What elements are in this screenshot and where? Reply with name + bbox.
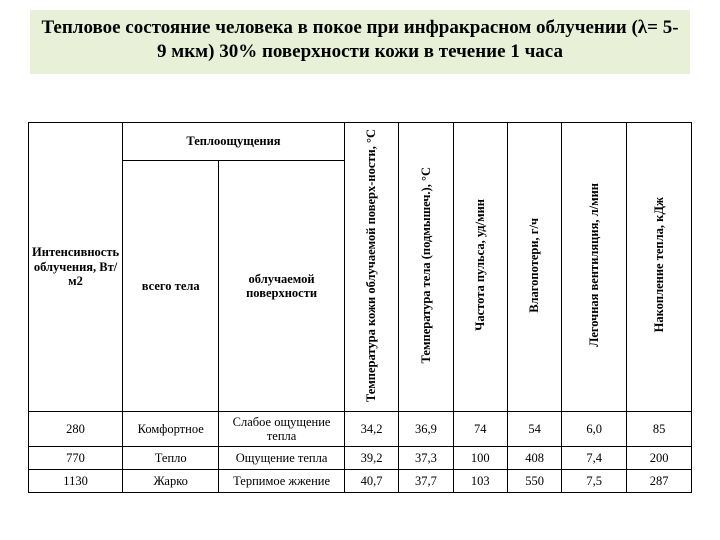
cell-skin-t: 40,7: [344, 470, 398, 493]
col-surface-sensation: облучаемой поверхности: [219, 161, 345, 412]
col-moisture: Влагопотери, г/ч: [507, 122, 561, 412]
data-table: Интенсивность облучения, Вт/м2 Теплоощущ…: [28, 122, 692, 494]
cell-moisture: 550: [507, 470, 561, 493]
cell-surface: Терпимое жжение: [219, 470, 345, 493]
col-heat: Накопление тепла, кДж: [627, 122, 692, 412]
col-pulse: Частота пульса, уд/мин: [453, 122, 507, 412]
page: Тепловое состояние человека в покое при …: [0, 0, 720, 540]
cell-body: Комфортное: [123, 412, 219, 447]
cell-body-t: 36,9: [399, 412, 453, 447]
cell-moisture: 54: [507, 412, 561, 447]
cell-heat: 85: [627, 412, 692, 447]
cell-pulse: 74: [453, 412, 507, 447]
cell-intensity: 1130: [29, 470, 123, 493]
table-header-row-group: Интенсивность облучения, Вт/м2 Теплоощущ…: [29, 122, 692, 161]
cell-heat: 287: [627, 470, 692, 493]
page-title: Тепловое состояние человека в покое при …: [40, 16, 680, 64]
cell-body: Тепло: [123, 447, 219, 470]
col-body-temp: Температура тела (подмышеч.), °С: [399, 122, 453, 412]
cell-body-t: 37,3: [399, 447, 453, 470]
table-row: 770 Тепло Ощущение тепла 39,2 37,3 100 4…: [29, 447, 692, 470]
cell-vent: 7,4: [562, 447, 627, 470]
cell-body-t: 37,7: [399, 470, 453, 493]
cell-pulse: 103: [453, 470, 507, 493]
cell-skin-t: 34,2: [344, 412, 398, 447]
cell-vent: 7,5: [562, 470, 627, 493]
cell-intensity: 280: [29, 412, 123, 447]
cell-surface: Слабое ощущение тепла: [219, 412, 345, 447]
table-row: 280 Комфортное Слабое ощущение тепла 34,…: [29, 412, 692, 447]
table-container: Интенсивность облучения, Вт/м2 Теплоощущ…: [28, 122, 692, 494]
col-body-sensation: всего тела: [123, 161, 219, 412]
col-skin-temp: Температура кожи облучаемой поверх-ности…: [344, 122, 398, 412]
cell-vent: 6,0: [562, 412, 627, 447]
cell-intensity: 770: [29, 447, 123, 470]
cell-pulse: 100: [453, 447, 507, 470]
col-ventilation: Легочная вентиляция, л/мин: [562, 122, 627, 412]
table-row: 1130 Жарко Терпимое жжение 40,7 37,7 103…: [29, 470, 692, 493]
cell-skin-t: 39,2: [344, 447, 398, 470]
title-box: Тепловое состояние человека в покое при …: [30, 10, 690, 74]
cell-surface: Ощущение тепла: [219, 447, 345, 470]
col-sensation-group: Теплоощущения: [123, 122, 345, 161]
cell-heat: 200: [627, 447, 692, 470]
cell-body: Жарко: [123, 470, 219, 493]
col-intensity: Интенсивность облучения, Вт/м2: [29, 122, 123, 412]
cell-moisture: 408: [507, 447, 561, 470]
